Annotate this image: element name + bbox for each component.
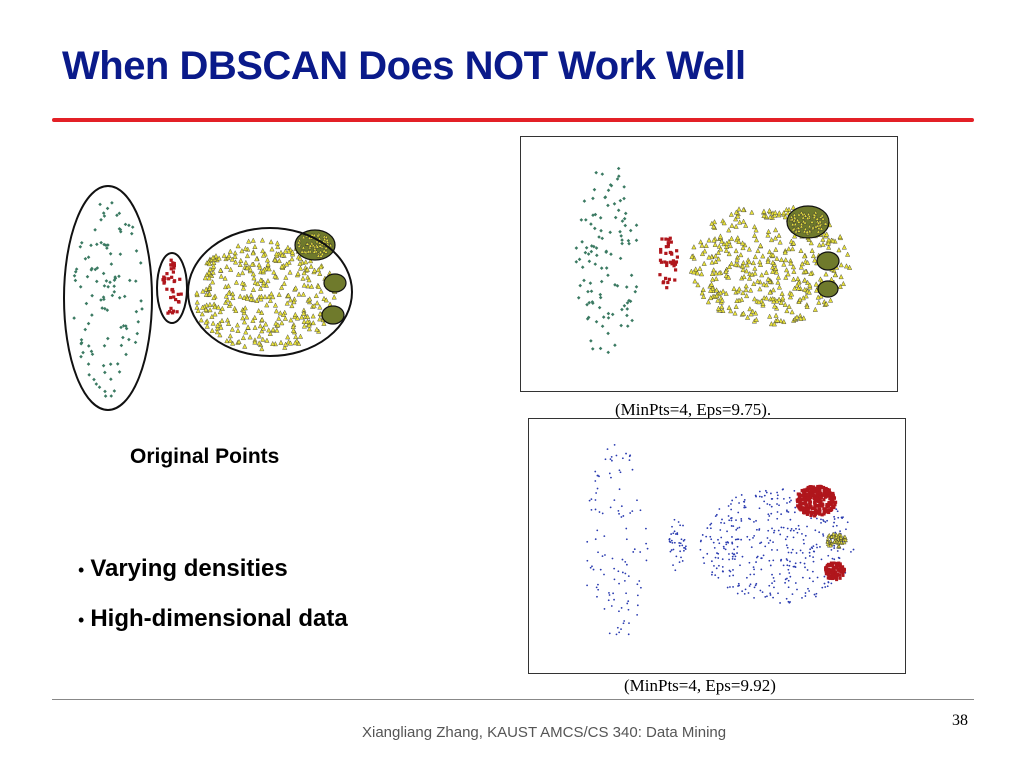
footer-text: Xiangliang Zhang, KAUST AMCS/CS 340: Dat… [362, 724, 727, 741]
bullet-text: Varying densities [90, 555, 288, 582]
footer-divider [52, 699, 974, 700]
bullet-dot-icon: • [78, 610, 85, 630]
original-points-label: Original Points [130, 445, 280, 468]
large-cluster-outline [187, 227, 353, 357]
bullet-list: • Varying densities • High-dimensional dat… [78, 555, 348, 655]
caption-eps-992: (MinPts=4, Eps=9.92) [624, 676, 776, 695]
slide-title: When DBSCAN Does NOT Work Well [62, 44, 746, 88]
bullet-item: • Varying densities [78, 555, 348, 583]
result-figure-eps-975 [520, 136, 898, 392]
result-figure-eps-992 [528, 418, 906, 674]
sparse-cluster-outline [156, 252, 188, 324]
original-points-figure [63, 185, 353, 411]
bullet-dot-icon: • [78, 560, 85, 580]
caption-eps-975: (MinPts=4, Eps=9.75). [615, 400, 772, 419]
page-number: 38 [952, 712, 968, 729]
bullet-text: High-dimensional data [90, 605, 348, 632]
title-divider [52, 118, 974, 122]
noise-region-outline [63, 185, 153, 411]
bullet-item: • High-dimensional data [78, 605, 348, 633]
